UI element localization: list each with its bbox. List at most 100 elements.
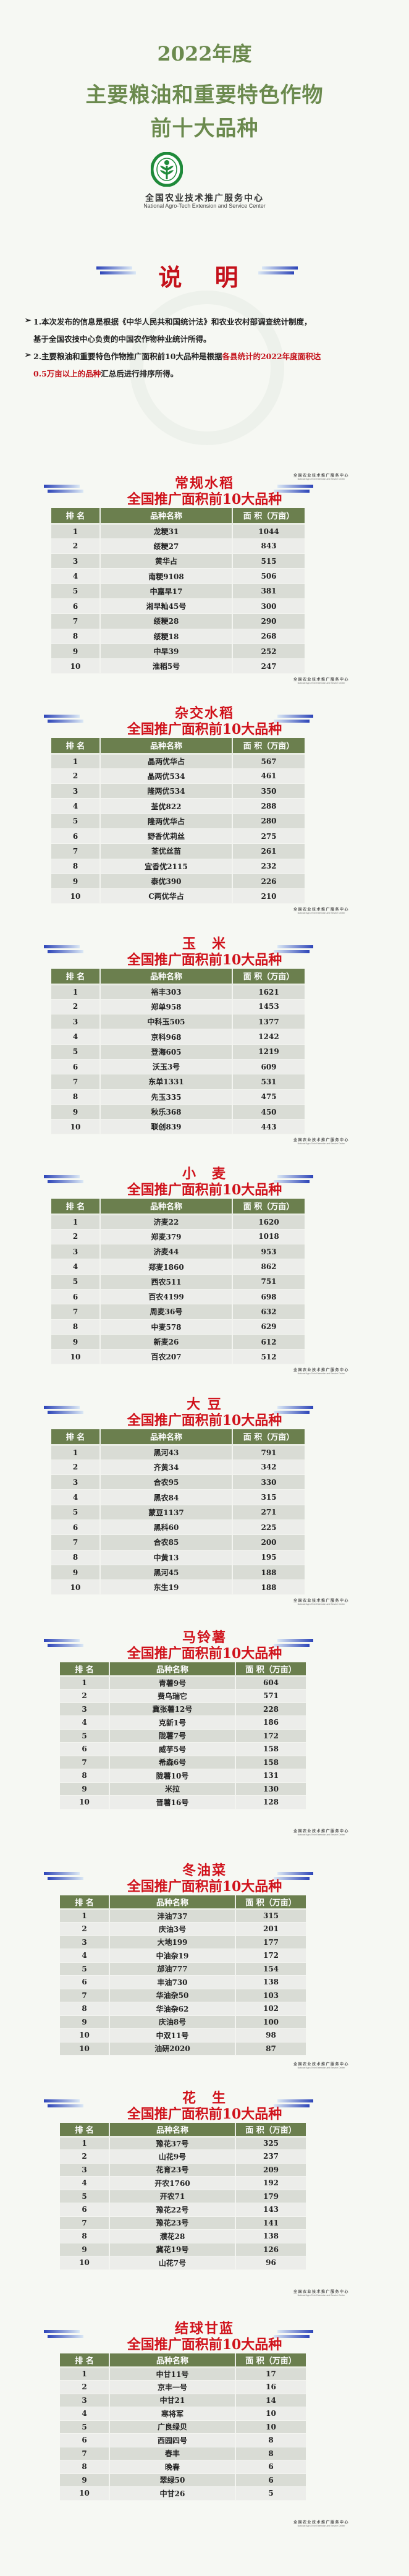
table-row: 6 西园四号 8 (60, 2433, 306, 2447)
table-row: 9 中早39 252 (51, 644, 305, 660)
area-cell: 6 (235, 2473, 306, 2487)
decor-bars-right (274, 2330, 317, 2340)
table-row: 3 隆两优534 350 (51, 783, 305, 799)
footer-org-cn: 全国农业技术推广服务中心 (293, 1368, 349, 1372)
decor-bars-left (44, 1872, 87, 1882)
table-row: 2 费乌瑞它 571 (60, 1689, 306, 1703)
rank-cell: 10 (51, 658, 101, 674)
table-row: 2 庆油3号 201 (60, 1922, 306, 1936)
area-cell: 177 (235, 1936, 306, 1949)
table-row: 6 湘早籼45号 300 (51, 598, 305, 614)
table-row: 8 晚春 6 (60, 2460, 306, 2474)
footer-org-mark: 全国农业技术推广服务中心 National Agro-Tech Extensio… (292, 472, 351, 480)
area-cell: 226 (232, 874, 305, 890)
area-cell: 350 (232, 783, 305, 799)
decor-bars-left (44, 1175, 87, 1185)
area-cell: 126 (235, 2243, 306, 2256)
rank-cell: 2 (51, 538, 101, 555)
area-cell: 188 (232, 1579, 305, 1596)
variety-name-cell: 泰优390 (100, 874, 233, 890)
table-row: 1 晶两优华占 567 (51, 754, 305, 769)
footer-org-en: National Agro-Tech Extension and Service… (297, 2525, 345, 2527)
ranking-table: 排 名 品种名称 面 积（万亩） 1 济麦22 1620 2 郑麦379 101… (51, 1199, 305, 1365)
footer-org-mark: 全国农业技术推广服务中心 National Agro-Tech Extensio… (292, 1597, 351, 1605)
col-name-header: 品种名称 (100, 1429, 233, 1446)
rank-cell: 6 (51, 1520, 101, 1536)
col-rank-header: 排 名 (60, 2123, 110, 2138)
variety-name-cell: 百农207 (100, 1349, 233, 1365)
ranking-table: 排 名 品种名称 面 积（万亩） 1 裕丰303 1621 2 郑单958 14… (51, 969, 305, 1135)
decor-bars-right (274, 1639, 317, 1649)
col-rank-header: 排 名 (51, 508, 101, 525)
table-row: 3 黄华占 515 (51, 553, 305, 569)
section-subtitle: 全国推广面积前10大品种 (127, 2106, 282, 2122)
area-cell: 209 (235, 2163, 306, 2177)
table-row: 6 野香优莉丝 275 (51, 828, 305, 844)
rank-cell: 6 (60, 2203, 110, 2217)
rank-cell: 5 (51, 1505, 101, 1520)
table-row: 4 克新1号 186 (60, 1715, 306, 1730)
rank-cell: 4 (51, 1259, 101, 1275)
footer-org-mark: 全国农业技术推广服务中心 National Agro-Tech Extensio… (292, 1828, 351, 1836)
table-header-row: 排 名 品种名称 面 积（万亩） (60, 1662, 306, 1677)
rank-cell: 1 (60, 1909, 110, 1923)
ranking-table: 排 名 品种名称 面 积（万亩） 1 晶两优华占 567 2 晶两优534 46… (51, 738, 305, 904)
decor-bars-left (44, 2330, 87, 2340)
table-row: 6 豫花22号 143 (60, 2203, 306, 2217)
footer-org-en: National Agro-Tech Extension and Service… (297, 682, 345, 684)
table-row: 2 京丰一号 16 (60, 2380, 306, 2394)
natesc-logo-icon (150, 151, 183, 187)
rank-cell: 9 (60, 2473, 110, 2487)
area-cell: 192 (235, 2176, 306, 2190)
area-cell: 232 (232, 859, 305, 874)
footer-org-en: National Agro-Tech Extension and Service… (297, 1603, 345, 1605)
area-cell: 8 (235, 2433, 306, 2447)
rank-cell: 2 (60, 1689, 110, 1703)
variety-name-cell: 陇薯10号 (109, 1769, 236, 1783)
rank-cell: 3 (60, 1936, 110, 1949)
section-subtitle: 全国推广面积前10大品种 (127, 491, 282, 508)
table-row: 8 中麦578 629 (51, 1319, 305, 1335)
area-cell: 10 (235, 2420, 306, 2434)
crop-title: 结球甘蓝 (174, 2321, 234, 2337)
variety-name-cell: 晶两优534 (100, 768, 233, 784)
col-name-header: 品种名称 (100, 508, 233, 525)
area-cell: 300 (232, 598, 305, 614)
variety-name-cell: 春丰 (109, 2447, 236, 2460)
rank-cell: 10 (60, 2042, 110, 2055)
rank-cell: 5 (60, 2190, 110, 2203)
variety-name-cell: 秋乐368 (100, 1104, 233, 1120)
rank-cell: 4 (60, 2176, 110, 2190)
table-row: 4 郑麦1860 862 (51, 1259, 305, 1275)
table-row: 1 豫花37号 325 (60, 2136, 306, 2150)
variety-name-cell: 中麦578 (100, 1319, 233, 1335)
variety-name-cell: 淮稻5号 (100, 658, 233, 674)
variety-name-cell: 中科玉505 (100, 1014, 233, 1030)
ranking-table: 排 名 品种名称 面 积（万亩） 1 青薯9号 604 2 费乌瑞它 571 3… (60, 1662, 306, 1809)
rank-cell: 3 (51, 783, 101, 799)
area-cell: 604 (235, 1676, 306, 1690)
table-row: 5 陇薯7号 172 (60, 1729, 306, 1743)
rank-cell: 8 (51, 1089, 101, 1105)
variety-name-cell: 中早39 (100, 644, 233, 660)
area-cell: 288 (232, 798, 305, 814)
col-name-header: 品种名称 (109, 2353, 236, 2368)
variety-name-cell: 中甘26 (109, 2486, 236, 2501)
rank-cell: 9 (60, 1782, 110, 1796)
rank-cell: 1 (60, 2367, 110, 2381)
table-row: 5 开农71 179 (60, 2190, 306, 2203)
table-header-row: 排 名 品种名称 面 积（万亩） (60, 2353, 306, 2368)
decor-bars-left (44, 715, 87, 725)
area-cell: 154 (235, 1962, 306, 1976)
footer-org-en: National Agro-Tech Extension and Service… (297, 1834, 345, 1836)
rank-cell: 5 (60, 1962, 110, 1976)
variety-name-cell: 华油杂50 (109, 1989, 236, 2002)
table-row: 2 绥粳27 843 (51, 538, 305, 555)
rank-cell: 1 (51, 754, 101, 769)
footer-org-en: National Agro-Tech Extension and Service… (297, 1372, 345, 1375)
area-cell: 609 (232, 1059, 305, 1075)
col-rank-header: 排 名 (51, 1199, 101, 1215)
table-row: 2 郑麦379 1018 (51, 1229, 305, 1245)
table-row: 5 西农511 751 (51, 1274, 305, 1290)
area-cell: 17 (235, 2367, 306, 2381)
